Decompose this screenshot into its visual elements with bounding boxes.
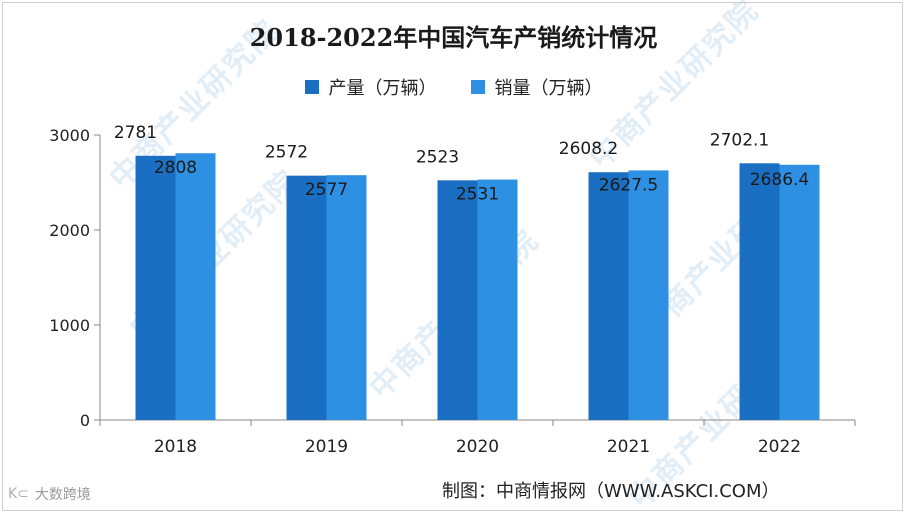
bar-production bbox=[588, 172, 629, 420]
x-tick-label: 2020 bbox=[456, 437, 499, 457]
x-tick-label: 2019 bbox=[305, 437, 348, 457]
chart-title: 2018-2022年中国汽车产销统计情况 bbox=[249, 23, 658, 52]
legend-label-sales: 销量（万辆） bbox=[494, 78, 603, 99]
data-label-sales: 2577 bbox=[305, 180, 348, 200]
bar-sales bbox=[779, 164, 820, 420]
data-label-sales: 2808 bbox=[154, 158, 197, 178]
brand-logo: K⊂ 大数跨境 bbox=[8, 484, 91, 504]
y-tick-label: 0 bbox=[80, 411, 90, 430]
legend-swatch-sales bbox=[470, 80, 485, 94]
data-label-sales: 2627.5 bbox=[599, 175, 658, 195]
bar-sales bbox=[477, 179, 518, 420]
y-tick-label: 3000 bbox=[49, 126, 90, 145]
y-tick-label: 2000 bbox=[49, 221, 90, 240]
bar-sales bbox=[326, 175, 367, 420]
y-tick-label: 1000 bbox=[49, 316, 90, 335]
legend: 产量（万辆） 销量（万辆） bbox=[0, 74, 907, 100]
data-label-production: 2781 bbox=[114, 123, 157, 143]
bar-production bbox=[437, 180, 478, 420]
x-tick-label: 2022 bbox=[758, 437, 801, 457]
chart-frame bbox=[2, 2, 903, 511]
bar-production bbox=[739, 163, 780, 420]
legend-item-sales: 销量（万辆） bbox=[470, 74, 603, 100]
bar-sales bbox=[628, 170, 669, 420]
data-label-sales: 2686.4 bbox=[750, 170, 809, 190]
bar-production bbox=[286, 175, 327, 420]
logo-icon: K⊂ bbox=[8, 486, 29, 502]
data-label-sales: 2531 bbox=[456, 185, 499, 205]
data-label-production: 2608.2 bbox=[559, 139, 618, 159]
legend-swatch-production bbox=[304, 80, 319, 94]
legend-item-production: 产量（万辆） bbox=[304, 74, 437, 100]
bar-production bbox=[135, 155, 176, 420]
data-label-production: 2572 bbox=[265, 143, 308, 163]
legend-label-production: 产量（万辆） bbox=[328, 78, 437, 99]
logo-text: 大数跨境 bbox=[34, 487, 91, 503]
x-tick-label: 2021 bbox=[607, 437, 650, 457]
bar-sales bbox=[175, 153, 216, 421]
data-label-production: 2523 bbox=[416, 147, 459, 167]
source-credit: 制图：中商情报网（WWW.ASKCI.COM） bbox=[442, 481, 780, 502]
data-label-production: 2702.1 bbox=[710, 130, 769, 150]
x-tick-label: 2018 bbox=[154, 437, 197, 457]
